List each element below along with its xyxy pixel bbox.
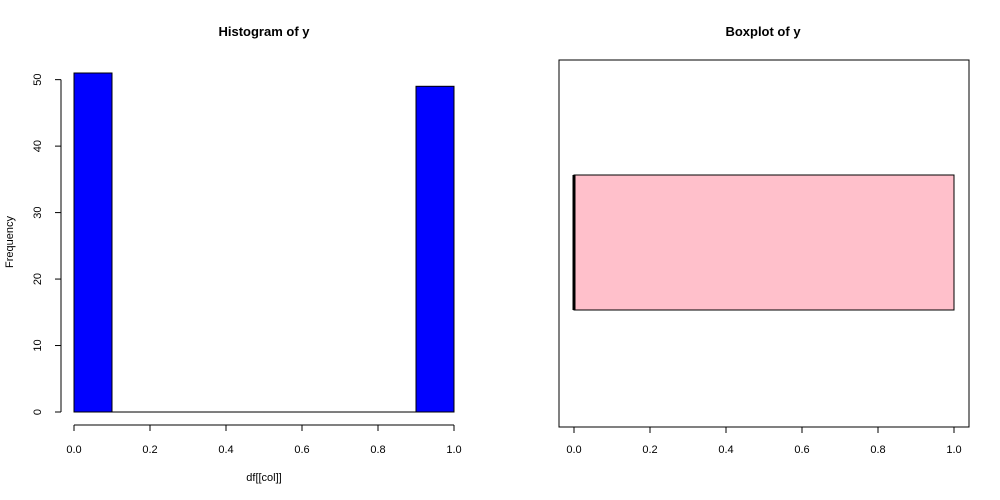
histogram-panel: Histogram of y 0.0 0.2 0.4 0.6 0.8 1.0 0 10 20 3… — [4, 24, 462, 484]
histogram-y-tick-label-0: 0 — [32, 409, 44, 415]
histogram-y-tick-label-3: 30 — [32, 206, 44, 218]
boxplot-frame — [558, 59, 970, 428]
histogram-bars — [73, 72, 455, 413]
histogram-x-label: df[[col]] — [246, 472, 281, 484]
histogram-x-tick-label-5: 1.0 — [446, 444, 461, 456]
histogram-y-axis: 0 10 20 30 40 50 — [32, 74, 62, 415]
boxplot-x-tick-label-0: 0.0 — [566, 444, 581, 456]
boxplot-x-axis: 0.0 0.2 0.4 0.6 0.8 1.0 — [566, 427, 962, 456]
histogram-title: Histogram of y — [218, 24, 310, 39]
histogram-x-tick-label-1: 0.2 — [142, 444, 157, 456]
histogram-y-tick-label-2: 20 — [32, 273, 44, 285]
boxplot-title: Boxplot of y — [725, 24, 801, 39]
boxplot-x-tick-label-1: 0.2 — [642, 444, 657, 456]
histogram-y-tick-label-1: 10 — [32, 339, 44, 351]
histogram-bar-0 — [73, 72, 113, 413]
boxplot-x-tick-label-5: 1.0 — [946, 444, 961, 456]
histogram-x-tick-label-4: 0.8 — [370, 444, 385, 456]
histogram-x-axis: 0.0 0.2 0.4 0.6 0.8 1.0 — [66, 424, 462, 456]
boxplot-x-tick-label-2: 0.4 — [718, 444, 733, 456]
boxplot-body — [572, 174, 955, 311]
histogram-bar-9 — [415, 85, 455, 413]
histogram-x-tick-label-3: 0.6 — [294, 444, 309, 456]
histogram-y-label: Frequency — [4, 216, 16, 268]
histogram-x-tick-label-2: 0.4 — [218, 444, 233, 456]
histogram-y-tick-label-4: 40 — [32, 140, 44, 152]
boxplot-box — [573, 174, 955, 311]
boxplot-x-tick-label-4: 0.8 — [870, 444, 885, 456]
boxplot-x-tick-label-3: 0.6 — [794, 444, 809, 456]
histogram-x-tick-label-0: 0.0 — [66, 444, 81, 456]
boxplot-panel: Boxplot of y 0.0 0.2 0.4 0.6 0.8 1.0 — [558, 24, 970, 456]
histogram-y-tick-label-5: 50 — [32, 74, 44, 86]
